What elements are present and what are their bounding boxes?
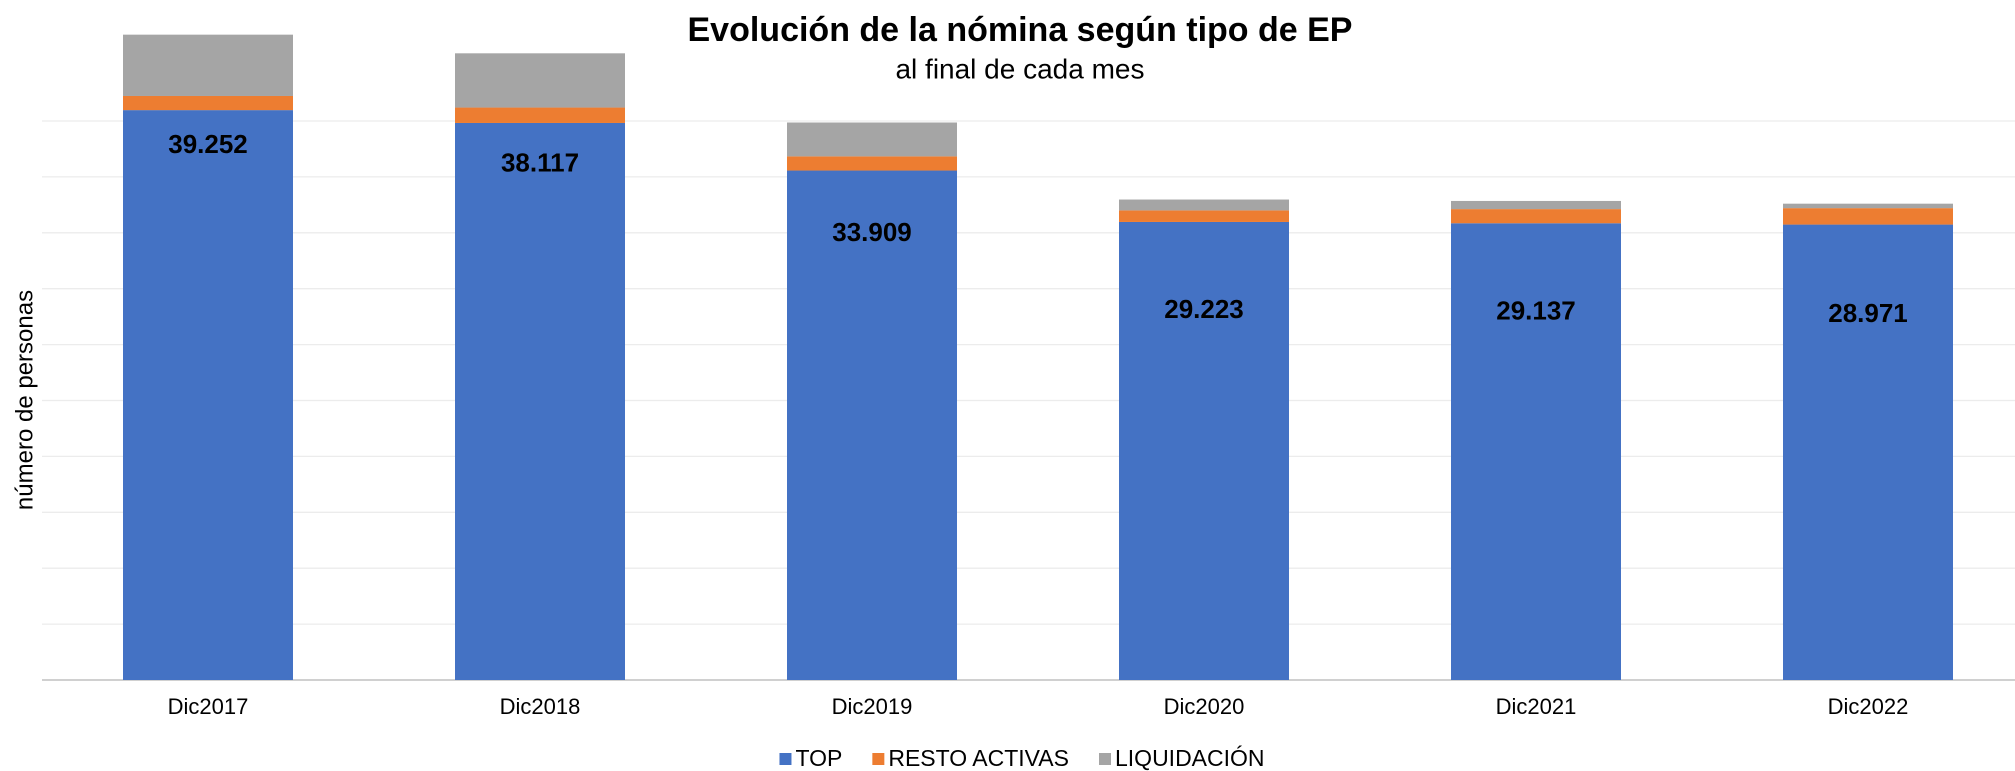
bar-segment: [123, 95, 293, 111]
bar-segment: [1783, 224, 1953, 680]
x-tick-label: Dic2020: [1164, 694, 1245, 719]
bar-segment: [1451, 209, 1621, 224]
bar-segment: [1119, 210, 1289, 222]
y-axis-label: número de personas: [11, 290, 38, 510]
total-label: 33.909: [832, 217, 912, 247]
bar-segment: [123, 34, 293, 96]
bar-segment: [1119, 199, 1289, 211]
chart-subtitle: al final de cada mes: [895, 53, 1144, 84]
x-tick-label: Dic2021: [1496, 694, 1577, 719]
x-tick-label: Dic2019: [832, 694, 913, 719]
total-label: 29.137: [1496, 295, 1576, 325]
bar-segment: [455, 122, 625, 680]
total-label: 39.252: [168, 129, 248, 159]
x-tick-label: Dic2017: [168, 694, 249, 719]
x-tick-label: Dic2022: [1828, 694, 1909, 719]
bar-segment: [123, 110, 293, 680]
x-tick-label: Dic2018: [500, 694, 581, 719]
bar-segment: [787, 122, 957, 157]
legend-swatch: [872, 753, 885, 765]
bar-segment: [455, 53, 625, 108]
legend-label: LIQUIDACIÓN: [1115, 745, 1265, 771]
bar-segment: [1119, 221, 1289, 680]
chart-title: Evolución de la nómina según tipo de EP: [688, 11, 1353, 49]
legend-swatch: [779, 753, 792, 765]
total-label: 28.971: [1828, 298, 1908, 328]
bar-segment: [455, 107, 625, 123]
total-label: 29.223: [1164, 294, 1244, 324]
bar-segment: [1783, 203, 1953, 209]
bar-segment: [1451, 200, 1621, 210]
bar-segment: [1451, 223, 1621, 680]
total-label: 38.117: [501, 148, 579, 178]
legend-label: TOP: [795, 745, 842, 771]
bar-segment: [787, 156, 957, 171]
bar-segment: [1783, 208, 1953, 225]
legend-swatch: [1099, 753, 1111, 765]
bar-segment: [787, 170, 957, 680]
legend-label: RESTO ACTIVAS: [888, 745, 1069, 771]
